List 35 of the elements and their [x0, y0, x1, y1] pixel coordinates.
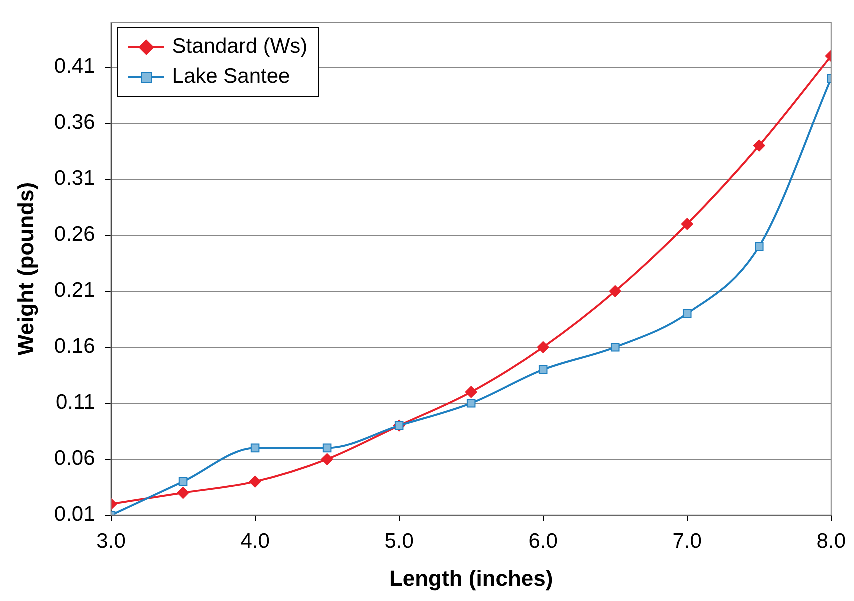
legend-label: Standard (Ws) — [172, 34, 308, 59]
point — [610, 343, 620, 352]
point — [177, 487, 190, 499]
point — [682, 309, 692, 318]
point — [322, 444, 332, 453]
y-tick-label: 0.16 — [54, 335, 96, 358]
y-axis-title: Weight (pounds) — [13, 182, 38, 356]
y-tick-label: 0.41 — [54, 55, 96, 78]
x-tick-label: 4.0 — [240, 530, 270, 553]
y-tick-label: 0.26 — [54, 223, 96, 246]
point — [681, 218, 694, 230]
x-axis-title: Length (inches) — [389, 566, 554, 591]
point — [465, 386, 478, 398]
y-tick-label: 0.01 — [54, 503, 96, 526]
point — [538, 365, 548, 374]
point — [537, 341, 550, 354]
point — [753, 140, 766, 152]
y-tick-label: 0.11 — [56, 391, 96, 414]
point — [321, 453, 334, 466]
point — [249, 476, 262, 488]
y-tick-label: 0.36 — [54, 111, 96, 134]
point — [250, 444, 260, 453]
x-tick-label: 3.0 — [96, 530, 126, 553]
x-tick-label: 7.0 — [672, 530, 702, 553]
point — [466, 399, 476, 408]
x-tick-label: 8.0 — [816, 530, 846, 553]
point — [609, 285, 622, 298]
legend-label: Lake Santee — [172, 64, 290, 89]
y-tick-label: 0.21 — [54, 279, 96, 302]
y-tick-label: 0.31 — [54, 167, 96, 190]
y-tick-label: 0.06 — [54, 447, 96, 470]
point — [755, 242, 764, 251]
point — [178, 477, 188, 486]
x-tick-label: 5.0 — [384, 530, 414, 553]
x-tick-label: 6.0 — [528, 530, 558, 553]
